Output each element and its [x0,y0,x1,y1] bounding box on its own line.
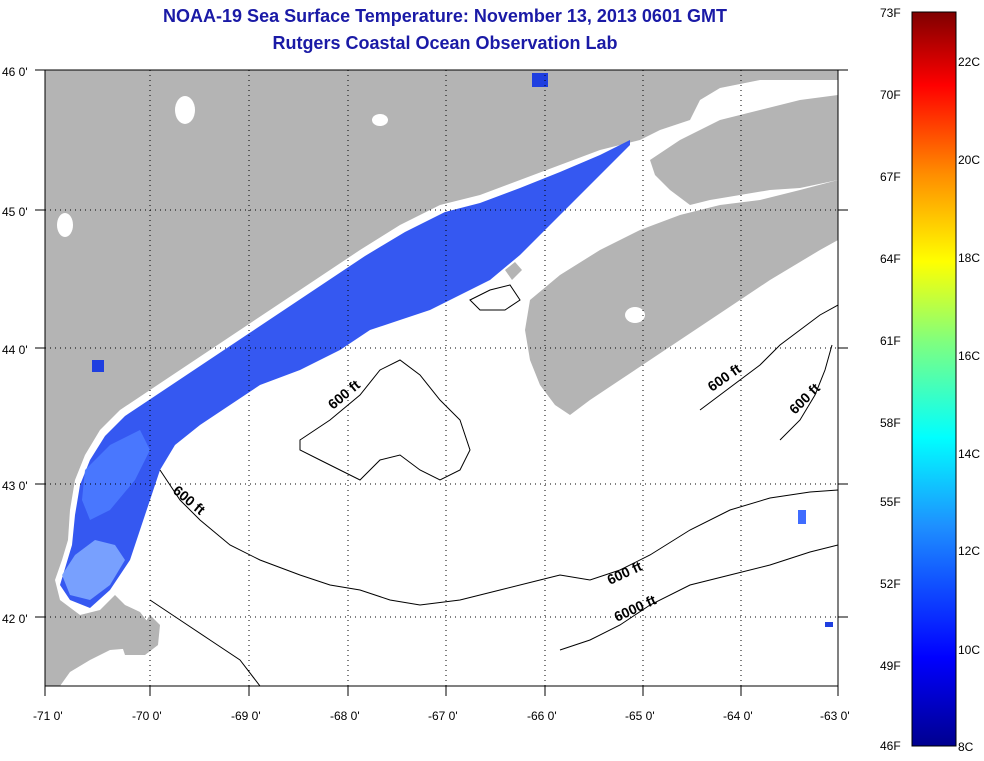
cb-f-73: 73F [880,6,901,20]
cb-f-61: 61F [880,334,901,348]
nova-scotia [525,180,838,415]
sst-speck-2 [532,73,548,87]
contour-600ft-inner [299,359,471,481]
contour-600ft-gulf [159,469,838,606]
cb-c-14: 14C [958,447,980,461]
contour-bank [469,284,521,311]
sst-speck-3 [798,510,806,524]
cb-f-67: 67F [880,170,901,184]
map-subtitle: Rutgers Coastal Ocean Observation Lab [272,33,618,53]
cb-c-18: 18C [958,251,980,265]
cb-f-70: 70F [880,88,901,102]
lake-2 [57,213,73,237]
lon-label-66: -66 0' [527,709,557,723]
sst-light-patch [62,540,125,600]
mainland-landmass [45,70,838,686]
lon-label-63: -63 0' [820,709,850,723]
lon-label-65: -65 0' [625,709,655,723]
lat-label-44: 44 0' [2,343,28,357]
cb-c-22: 22C [958,55,980,69]
cb-f-64: 64F [880,252,901,266]
cb-c-10: 10C [958,643,980,657]
lake-4 [372,114,388,126]
lon-label-70: -70 0' [132,709,162,723]
cb-f-55: 55F [880,495,901,509]
colorbar-c-labels: 22C 20C 18C 16C 14C 12C 10C 8C [958,55,980,754]
upper-nova-scotia [650,95,838,205]
sst-speck-1 [92,360,104,372]
cb-c-8: 8C [958,740,974,754]
colorbar [911,11,957,747]
cb-c-20: 20C [958,153,980,167]
cb-f-58: 58F [880,416,901,430]
cb-f-49: 49F [880,659,901,673]
cb-f-46: 46F [880,739,901,753]
contour-600ft-east [699,304,838,411]
cb-f-52: 52F [880,577,901,591]
lon-label-67: -67 0' [428,709,458,723]
lat-label-43: 43 0' [2,479,28,493]
contour-coastal [149,599,261,686]
cb-c-12: 12C [958,544,980,558]
lake-3 [625,307,645,323]
grand-manan-island [505,262,522,280]
colorbar-f-labels: 73F 70F 67F 64F 61F 58F 55F 52F 49F 46F [880,6,901,753]
graticule [45,70,838,686]
map-frame [44,69,839,687]
contour-600ft-ns [779,344,833,441]
sst-speck-4 [825,622,833,627]
lat-label-46: 46 0' [2,65,28,79]
cb-c-16: 16C [958,349,980,363]
lon-label-64: -64 0' [723,709,753,723]
lon-label-68: -68 0' [330,709,360,723]
bathymetry-contours [149,284,838,686]
sst-coastal-band [60,140,630,608]
contour-6000ft [559,544,838,651]
lat-label-42: 42 0' [2,612,28,626]
map-title: NOAA-19 Sea Surface Temperature: Novembe… [163,6,727,26]
lon-label-71: -71 0' [33,709,63,723]
lake-1 [175,96,195,124]
lon-label-69: -69 0' [231,709,261,723]
sst-mid-patch [82,430,150,520]
frame-ticks [35,69,848,696]
lat-label-45: 45 0' [2,205,28,219]
